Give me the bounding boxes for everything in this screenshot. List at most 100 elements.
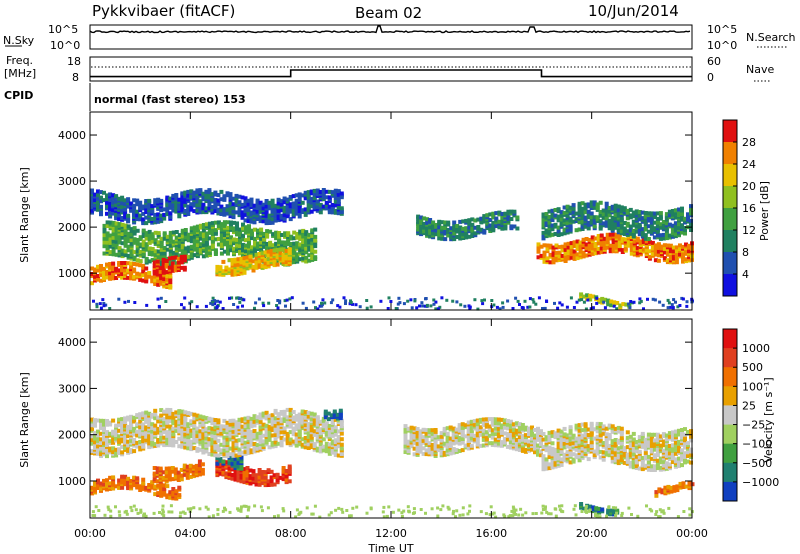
- power-cell: [232, 237, 236, 242]
- velocity-cell: [539, 429, 543, 434]
- velocity-cell: [514, 421, 519, 426]
- velocity-cell: [294, 432, 299, 437]
- velocity-cell: [502, 418, 507, 423]
- velocity-cell: [216, 429, 221, 434]
- power-cell: [635, 245, 640, 250]
- power-cell: [174, 252, 179, 257]
- velocity-cell: [180, 413, 185, 418]
- power-cell: [108, 205, 113, 210]
- velocity-cell: [514, 437, 519, 442]
- power-cell: [591, 306, 595, 310]
- power-cell: [93, 192, 97, 197]
- power-cell: [518, 303, 521, 306]
- velocity-cell: [233, 460, 238, 465]
- velocity-cell: [135, 413, 140, 418]
- power-cell: [548, 243, 553, 248]
- power-cell: [126, 244, 131, 249]
- power-cell: [157, 304, 161, 308]
- velocity-cell: [237, 451, 242, 456]
- power-cell: [491, 220, 496, 225]
- power-cell: [639, 299, 643, 303]
- velocity-cell: [252, 423, 257, 428]
- power-cell: [232, 303, 236, 306]
- power-cell: [108, 262, 113, 266]
- velocity-cell: [141, 426, 146, 431]
- power-cell: [144, 272, 149, 276]
- power-cell: [165, 234, 170, 239]
- power-cell: [629, 251, 634, 256]
- power-cell: [180, 228, 185, 233]
- power-cell: [105, 220, 110, 225]
- power-cell: [596, 234, 601, 238]
- velocity-cell: [487, 441, 492, 446]
- power-cell: [658, 225, 663, 230]
- velocity-cell: [451, 426, 456, 431]
- power-cell: [492, 303, 496, 307]
- power-cell: [455, 300, 459, 304]
- power-cell: [153, 278, 158, 283]
- power-cell: [156, 282, 161, 287]
- velocity-cell: [177, 436, 182, 441]
- velocity-cell: [90, 434, 94, 439]
- power-cell: [661, 223, 666, 228]
- power-cell: [165, 212, 170, 217]
- velocity-cell: [162, 422, 167, 427]
- power-cell: [588, 297, 593, 302]
- power-cell: [569, 252, 574, 257]
- velocity-cell: [258, 412, 263, 417]
- velocity-cell: [329, 413, 334, 418]
- power-cell: [207, 225, 212, 230]
- velocity-cell: [99, 437, 103, 442]
- power-cell: [247, 251, 251, 256]
- power-cell: [656, 242, 661, 247]
- velocity-cell: [132, 438, 137, 442]
- velocity-cell: [279, 430, 284, 435]
- power-cell: [646, 297, 649, 301]
- power-cell: [221, 307, 225, 310]
- power-cell: [421, 304, 425, 308]
- velocity-cell: [105, 481, 109, 486]
- power-heatmap: [90, 188, 694, 311]
- velocity-cell: [150, 425, 155, 430]
- velocity-cell: [102, 418, 106, 423]
- power-cell: [631, 219, 636, 224]
- power-cell: [309, 209, 314, 214]
- velocity-cell: [198, 429, 203, 434]
- power-cell: [123, 202, 128, 206]
- power-cell: [313, 249, 318, 254]
- power-cell: [671, 256, 676, 261]
- velocity-cell: [108, 446, 113, 451]
- power-colorbar-segment: [723, 142, 737, 165]
- power-cell: [276, 306, 280, 310]
- velocity-cell: [200, 467, 205, 472]
- velocity-cell: [258, 416, 263, 421]
- power-cell: [336, 304, 340, 308]
- velocity-cell: [279, 410, 284, 414]
- velocity-cell: [171, 490, 176, 495]
- power-cell: [490, 299, 494, 302]
- power-cell: [117, 268, 122, 273]
- power-cell: [560, 303, 564, 307]
- velocity-cell: [171, 432, 176, 437]
- velocity-cell: [312, 421, 317, 426]
- velocity-cell: [493, 432, 498, 437]
- velocity-cell: [251, 476, 256, 481]
- velocity-cell: [505, 437, 510, 442]
- velocity-cell: [207, 416, 212, 421]
- velocity-cell: [153, 412, 158, 417]
- power-cell: [141, 273, 146, 278]
- power-cell: [584, 246, 589, 251]
- velocity-cell: [186, 446, 191, 451]
- power-cell: [108, 201, 113, 206]
- power-cell: [231, 205, 236, 210]
- velocity-cell: [117, 428, 122, 433]
- velocity-cell: [167, 466, 172, 471]
- power-cell: [330, 203, 335, 207]
- velocity-cell: [536, 436, 540, 441]
- power-cell: [186, 245, 191, 250]
- velocity-cell: [117, 482, 122, 487]
- velocity-cell: [192, 423, 197, 428]
- velocity-cell: [284, 469, 289, 473]
- velocity-cell: [478, 417, 483, 422]
- power-cell: [108, 271, 113, 276]
